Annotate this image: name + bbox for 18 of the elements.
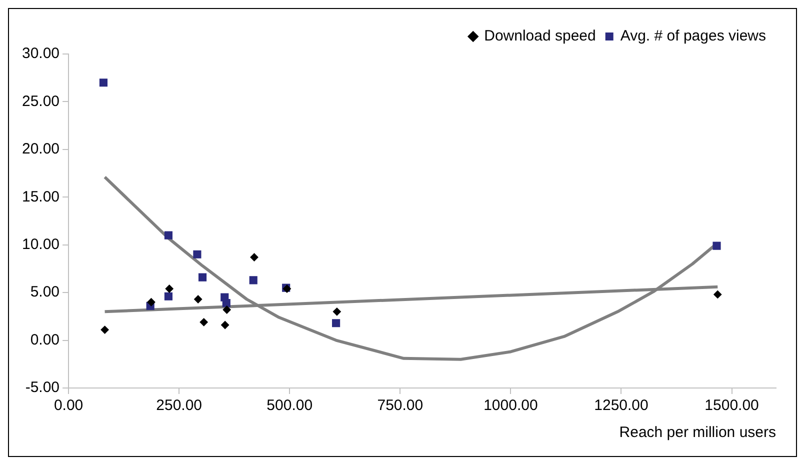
x-tick-label: 1000.00 bbox=[484, 397, 538, 414]
x-tick-label: 250.00 bbox=[156, 397, 202, 414]
y-tick-label: 20.00 bbox=[22, 140, 60, 158]
legend-label: Avg. # of pages views bbox=[620, 28, 766, 45]
x-tick-label: 0.00 bbox=[54, 397, 84, 414]
y-tick-label: 5.00 bbox=[30, 284, 60, 301]
y-tick-label: 0.00 bbox=[30, 331, 60, 348]
y-tick-label: 30.00 bbox=[22, 45, 60, 62]
y-tick-label: -5.00 bbox=[25, 379, 60, 396]
y-tick-label: 15.00 bbox=[22, 188, 60, 206]
legend-label: Download speed bbox=[484, 28, 596, 45]
x-axis-title: Reach per million users bbox=[619, 424, 776, 442]
y-tick-label: 10.00 bbox=[22, 236, 60, 253]
x-tick-label: 1500.00 bbox=[704, 397, 759, 414]
x-tick-label: 1250.00 bbox=[594, 397, 648, 414]
x-tick-label: 750.00 bbox=[377, 397, 424, 414]
y-tick-label: 25.00 bbox=[22, 92, 60, 110]
x-tick-label: 500.00 bbox=[266, 397, 313, 414]
